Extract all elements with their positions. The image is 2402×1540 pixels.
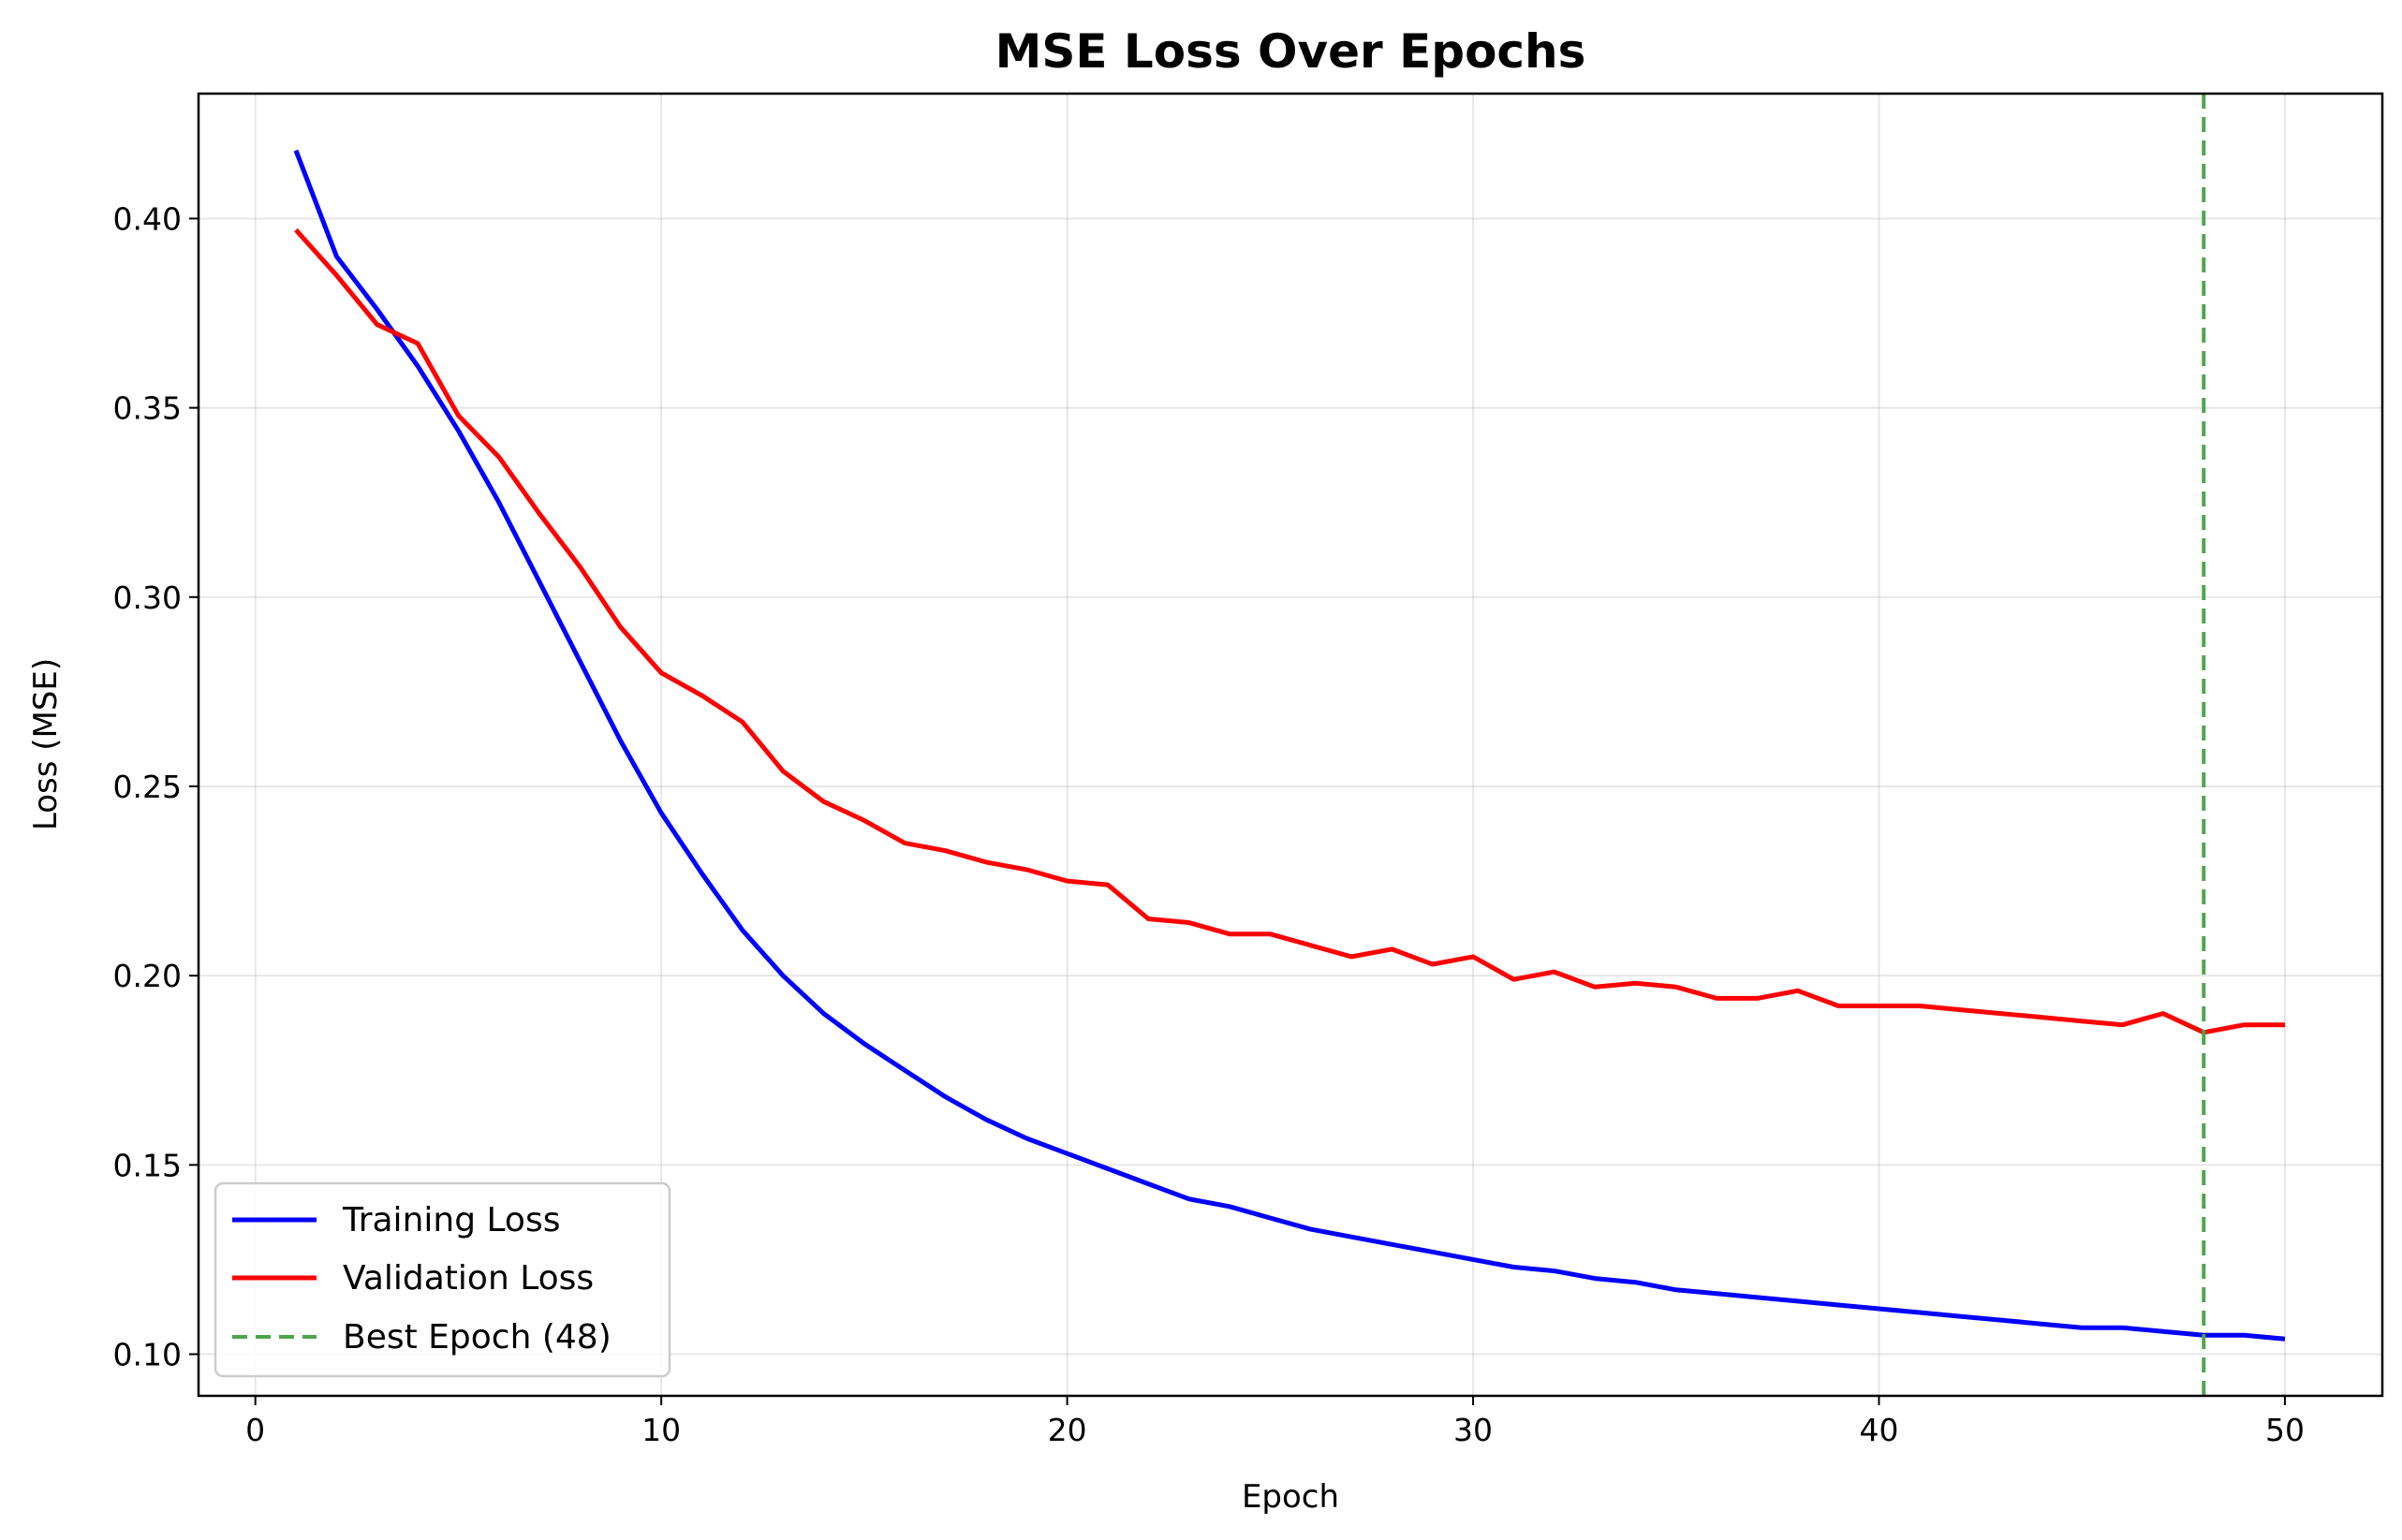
legend: Training Loss Validation Loss Best Epoch… [214, 1181, 671, 1378]
axis-ticks: 0 10 20 30 40 50 0.10 0.15 0.20 0.25 0.30 0.35 0.40 [113, 200, 2305, 1448]
legend-label-validation-loss: Validation Loss [343, 1259, 594, 1298]
x-tick-label: 30 [1453, 1412, 1493, 1448]
y-tick-label: 0.15 [113, 1147, 182, 1183]
chart-title: MSE Loss Over Epochs [995, 24, 1586, 79]
series-line-training-loss [293, 149, 2286, 1342]
legend-label-training-loss: Training Loss [342, 1201, 560, 1239]
x-tick-label: 40 [1860, 1412, 1899, 1448]
plot-area-frame [197, 92, 2384, 1398]
y-tick-label: 0.25 [113, 769, 182, 805]
x-tick-label: 50 [2265, 1412, 2305, 1448]
x-tick-label: 10 [641, 1412, 681, 1448]
y-tick-label: 0.20 [113, 958, 182, 994]
x-axis-label: Epoch [1242, 1478, 1339, 1516]
series-line-validation-loss [294, 227, 2285, 1035]
series-layer [293, 94, 2286, 1396]
y-tick-label: 0.40 [113, 200, 182, 237]
y-tick-label: 0.30 [113, 579, 182, 616]
x-tick-label: 20 [1048, 1412, 1087, 1448]
legend-box [214, 1181, 671, 1378]
y-tick-label: 0.10 [113, 1337, 182, 1373]
y-axis-label: Loss (MSE) [27, 658, 65, 830]
y-tick-label: 0.35 [113, 390, 182, 427]
x-tick-label: 0 [245, 1412, 265, 1448]
legend-label-best-epoch: Best Epoch (48) [343, 1318, 612, 1357]
grid-lines [199, 94, 2382, 1396]
